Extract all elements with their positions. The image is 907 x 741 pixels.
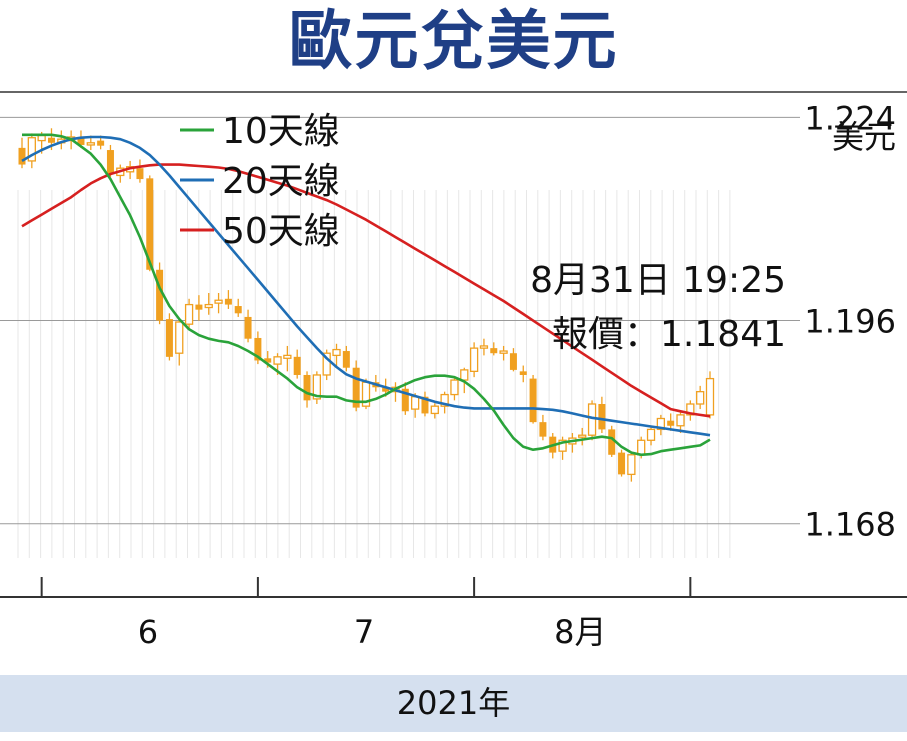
- candle-body-up: [646, 428, 656, 441]
- candle-body-up: [450, 379, 459, 396]
- candle-body-up: [322, 352, 331, 376]
- candle-body-up: [204, 303, 213, 309]
- legend-label: 50天線: [222, 211, 340, 252]
- candle-body-up: [86, 142, 95, 146]
- candle-body-down: [293, 356, 301, 375]
- candle-body-down: [264, 358, 272, 363]
- year-footer: 2021年: [0, 675, 907, 732]
- candle-body-up: [587, 403, 597, 436]
- chart-title: 歐元兌美元: [288, 5, 619, 79]
- x-axis-ticks: 6 7 8月: [40, 577, 692, 651]
- ma-line-50天線: [21, 163, 711, 418]
- y-unit-label: 美元: [832, 118, 896, 156]
- candle-body-up: [499, 350, 508, 354]
- chart-svg: 10天線 20天線 50天線 美元 8月31日 19:25 報價：1.1841 1.…: [0, 91, 907, 651]
- candle-body-up: [627, 454, 636, 476]
- candle-body-up: [332, 348, 341, 357]
- y-tick-labels: 1.224 1.196 1.168: [804, 99, 896, 543]
- candle-body-up: [37, 134, 46, 142]
- candle-body-down: [509, 353, 517, 370]
- y-tick-label: 1.224: [804, 99, 896, 137]
- candle-body-up: [637, 439, 646, 456]
- candle-body-up: [440, 393, 449, 407]
- horizontal-gridlines: [0, 116, 800, 525]
- x-tick-label: 8月: [554, 613, 606, 651]
- candle-body-down: [136, 168, 144, 180]
- legend-label: 20天線: [222, 161, 340, 202]
- candle-body-up: [479, 345, 489, 349]
- candle-body-down: [18, 147, 26, 165]
- candle-body-down: [618, 452, 626, 475]
- candle-body-down: [382, 387, 390, 392]
- candle-body-up: [273, 356, 282, 365]
- candle-body-up: [175, 321, 184, 354]
- candle-body-up: [214, 299, 223, 304]
- candle-body-up: [410, 396, 420, 410]
- candle-body-down: [77, 137, 85, 145]
- legend: 10天線 20天線 50天線: [180, 111, 340, 252]
- candle-body-down: [608, 429, 616, 455]
- candle-body-up: [283, 354, 292, 359]
- candle-body-down: [146, 178, 154, 270]
- candle-body-up: [27, 137, 36, 162]
- moving-average-lines: [21, 133, 711, 457]
- candle-body-down: [519, 371, 527, 375]
- candlesticks: [18, 128, 715, 482]
- candle-body-up: [578, 434, 587, 438]
- candle-body-up: [430, 405, 439, 415]
- ma-line-10天線: [22, 133, 711, 457]
- candle-body-down: [598, 404, 606, 430]
- candle-body-down: [529, 378, 537, 423]
- candle-body-down: [401, 388, 409, 412]
- candle-body-up: [558, 439, 567, 452]
- candle-body-down: [342, 351, 350, 368]
- candle-body-down: [97, 140, 105, 146]
- candle-body-down: [47, 137, 55, 143]
- ma-line-20天線: [21, 135, 711, 437]
- candle-body-down: [667, 420, 675, 426]
- candle-body-down: [244, 316, 252, 339]
- candle-body-up: [312, 374, 322, 400]
- candle-body-down: [224, 298, 232, 305]
- x-tick-label: 6: [138, 613, 158, 651]
- candle-body-down: [156, 269, 164, 321]
- candle-body-up: [705, 377, 715, 416]
- candle-body-up: [696, 391, 705, 405]
- candle-body-down: [165, 319, 173, 357]
- x-tick-label: 7: [354, 613, 374, 651]
- candle-body-down: [352, 367, 360, 408]
- candle-body-down: [421, 396, 429, 414]
- vertical-gridlines: [17, 190, 731, 558]
- y-tick-label: 1.168: [804, 506, 896, 544]
- annotation-price: 報價：1.1841: [552, 314, 786, 355]
- annotation-time: 8月31日 19:25: [530, 260, 786, 301]
- candle-body-down: [254, 337, 262, 361]
- y-tick-label: 1.196: [804, 303, 896, 341]
- candle-body-up: [686, 403, 695, 416]
- candle-body-up: [184, 303, 194, 325]
- candle-body-down: [195, 304, 203, 310]
- candle-body-up: [676, 414, 685, 427]
- candle-body-up: [460, 369, 469, 381]
- candle-body-up: [656, 417, 666, 431]
- candle-body-down: [303, 374, 311, 401]
- candle-body-down: [539, 422, 547, 437]
- legend-label: 10天線: [222, 111, 340, 152]
- candle-body-down: [234, 306, 242, 314]
- candle-body-down: [490, 348, 498, 354]
- candle-body-down: [106, 150, 114, 174]
- candle-body-up: [469, 347, 479, 372]
